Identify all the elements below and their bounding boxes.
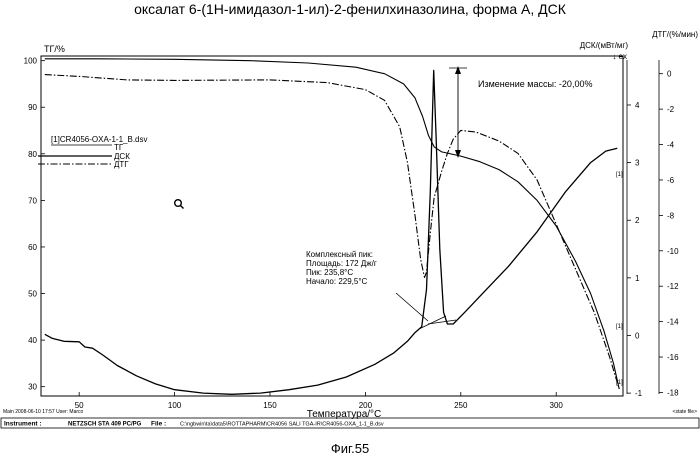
tg-tick-label: 70: [28, 196, 37, 205]
legend-file: [1]CR4056-OXA-1-1_B.dsv: [51, 135, 148, 144]
x-tick-label: 250: [454, 401, 468, 410]
footer-file: C:\ngbwin\ta\data5\ROTTAPHARM\CR4056 SAL…: [180, 422, 384, 428]
dtg-tick-label: -6: [667, 176, 675, 185]
x-tick-label: 100: [168, 401, 182, 410]
tg-axis-label: ТГ/%: [44, 44, 65, 54]
footer-instrument: NETZSCH STA 409 PC/PG: [68, 422, 142, 428]
tg-tick-label: 40: [28, 336, 37, 345]
dtg-tick-label: -18: [667, 388, 679, 397]
tg-tick-label: 60: [28, 243, 37, 252]
axis-ticks: 501001502002503001009080706050403043210-…: [24, 57, 679, 410]
cursor-icon: [175, 200, 184, 209]
peak-line-3: Пик: 235,8°С: [306, 268, 353, 277]
footer-state-file: <state file>: [673, 409, 698, 415]
footer-file-label: File :: [151, 421, 166, 428]
dsc-tick-label: 4: [635, 101, 640, 110]
footer-main-line: Main 2008-06-10 17:57 User: Marco: [3, 409, 84, 415]
figure-label: Фиг.55: [0, 441, 700, 456]
peak-line-1: Комплексный пик:: [306, 250, 373, 259]
footer-instrument-label: Instrument :: [4, 421, 42, 428]
dtg-tick-label: -4: [667, 141, 675, 150]
dtg-tick-label: -12: [667, 282, 679, 291]
tg-tick-label: 80: [28, 150, 37, 159]
x-tick-label: 150: [263, 401, 277, 410]
tg-tick-label: 90: [28, 103, 37, 112]
legend-entry-tg: ТГ: [114, 143, 124, 152]
dsc-tick-label: 2: [635, 216, 640, 225]
dsc-tick-label: 3: [635, 159, 640, 168]
dtg-tick-label: 0: [667, 70, 672, 79]
complex-peak-annotation: Комплексный пик: Площадь: 172 Дж/г Пик: …: [306, 250, 456, 329]
plot-area: [41, 56, 623, 396]
mass-change-text: Изменение массы: -20,00%: [478, 79, 592, 89]
dsc-tick-label: -1: [635, 389, 643, 398]
dtg-tick-label: -8: [667, 211, 675, 220]
plot-frame: [1, 56, 699, 428]
dsc-axis-label: ДСК/(мВт/мг): [580, 41, 629, 50]
legend-entry-dtg: ДТГ: [114, 160, 129, 169]
curve-mark-dsc: [1]: [616, 324, 623, 330]
series-dtg-line: [45, 75, 619, 389]
dtg-tick-label: -2: [667, 105, 675, 114]
peak-line-4: Начало: 229,5°С: [306, 277, 368, 286]
series-dsc-line: [45, 70, 618, 394]
peak-line-2: Площадь: 172 Дж/г: [306, 259, 377, 268]
dsc-axis-direction: ↓ ex: [612, 52, 627, 61]
tg-tick-label: 100: [24, 57, 38, 66]
dtg-tick-label: -14: [667, 318, 679, 327]
dsc-tick-label: 1: [635, 274, 640, 283]
mass-change-annotation: Изменение массы: -20,00%: [449, 66, 592, 158]
dsc-tick-label: 0: [635, 331, 640, 340]
peak-pointer: [396, 293, 428, 321]
legend: [1]CR4056-OXA-1-1_B.dsv ТГ ДСК ДТГ: [38, 135, 148, 169]
tg-tick-label: 50: [28, 290, 37, 299]
dtg-axis-label: ДТГ/(%/мин): [652, 30, 698, 39]
x-axis-label: Температура/°С: [307, 409, 382, 420]
dtg-tick-label: -10: [667, 247, 679, 256]
dtg-tick-label: -16: [667, 353, 679, 362]
series-layer: [45, 59, 619, 395]
tg-tick-label: 30: [28, 383, 37, 392]
series-tg-line: [45, 59, 619, 389]
x-tick-label: 300: [550, 401, 564, 410]
curve-mark-tg: [1]: [616, 380, 623, 386]
curve-mark-dtg: [1]: [616, 172, 623, 178]
